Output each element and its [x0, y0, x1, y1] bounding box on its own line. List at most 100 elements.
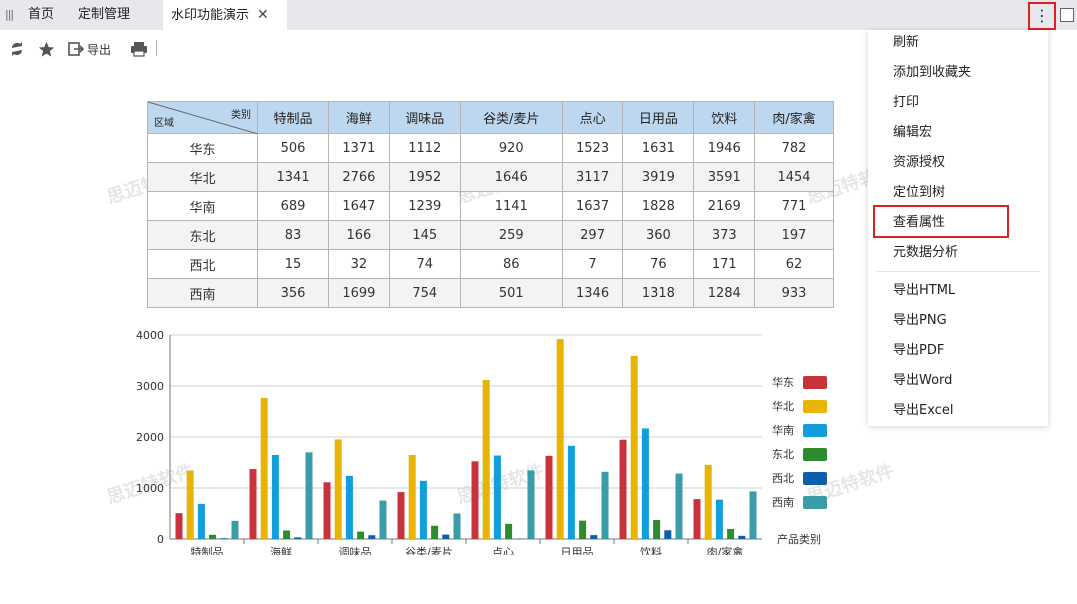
bar [283, 530, 291, 539]
bar [453, 513, 461, 539]
bar [641, 428, 649, 539]
maximize-icon[interactable] [1060, 8, 1074, 22]
column-header: 肉/家禽 [754, 101, 834, 134]
menu-item[interactable]: 定位到树 [893, 185, 946, 200]
menu-item[interactable]: 资源授权 [893, 155, 946, 170]
bar [419, 480, 427, 539]
legend-swatch [803, 472, 827, 485]
bar [579, 520, 587, 539]
legend-label: 东北 [772, 448, 794, 461]
table-cell: 1647 [328, 191, 390, 221]
menu-item[interactable]: 编辑宏 [893, 125, 933, 140]
tab-label: 水印功能演示 [171, 8, 250, 23]
bar [431, 525, 439, 539]
bar [471, 461, 479, 539]
refresh-button[interactable] [9, 39, 25, 59]
table-cell: 506 [256, 133, 330, 163]
column-header: 谷类/麦片 [459, 101, 563, 134]
corner-bottom-label: 区域 [154, 118, 174, 129]
table-row: 华南 689 1647 1239 1141 1637 1828 2169 771 [147, 191, 834, 221]
context-menu: 刷新添加到收藏夹 打印编辑宏资源授权定位到树查看属性元数据分析导出HTML 导出PN… [868, 30, 1048, 426]
menu-item-export[interactable]: 导出Word [893, 373, 953, 388]
table-cell: 782 [754, 133, 834, 163]
table-row: 西北 15 32 74 86 7 76 171 62 [147, 249, 834, 279]
corner-header: 类别 区域 [147, 101, 258, 134]
bar [323, 482, 331, 539]
bar [527, 470, 535, 539]
table-cell: 3919 [622, 162, 695, 192]
bar [727, 528, 735, 539]
table-cell: 166 [328, 220, 390, 250]
tab-custom-management[interactable]: 定制管理 [70, 0, 138, 30]
table-cell: 2766 [328, 162, 390, 192]
bar [601, 471, 609, 539]
bar [653, 519, 661, 539]
bar [704, 464, 712, 539]
menu-item[interactable]: 添加到收藏夹 [893, 65, 972, 80]
row-header: 华东 [147, 133, 258, 163]
table-cell: 15 [256, 249, 330, 279]
y-tick-label: 4000 [136, 329, 164, 342]
menu-item[interactable]: 元数据分析 [893, 245, 959, 260]
menu-item-export[interactable]: 导出PNG [893, 313, 947, 328]
bar [408, 455, 416, 539]
bar [334, 439, 342, 539]
bar [493, 455, 501, 539]
grip-icon[interactable]: ||| [5, 8, 14, 21]
menu-item[interactable]: 查看属性 [893, 215, 946, 230]
x-tick-label: 调味品 [339, 546, 372, 555]
menu-item-export[interactable]: 导出HTML [893, 283, 956, 298]
table-cell: 259 [459, 220, 563, 250]
table-cell: 1371 [328, 133, 390, 163]
menu-item-export[interactable]: 导出Excel [893, 403, 954, 418]
table-cell: 1946 [693, 133, 756, 163]
more-vertical-icon[interactable]: ⋮ [1028, 2, 1056, 30]
tab-home[interactable]: 首页 [20, 0, 62, 30]
table-row: 西南 356 1699 754 501 1346 1318 1284 933 [147, 278, 834, 308]
close-icon[interactable]: ✕ [257, 7, 269, 23]
menu-item-export[interactable]: 导出PDF [893, 343, 945, 358]
menu-item[interactable]: 打印 [893, 95, 920, 110]
menu-item[interactable]: 刷新 [893, 35, 920, 50]
toolbar: 导出 [0, 30, 860, 64]
bar [368, 535, 376, 539]
legend-swatch [803, 448, 827, 461]
bar [231, 520, 239, 539]
bar [249, 469, 257, 539]
table-cell: 360 [622, 220, 695, 250]
table-cell: 83 [256, 220, 330, 250]
x-tick-label: 点心 [492, 546, 514, 555]
diagonal-line [148, 102, 258, 134]
table-cell: 1141 [459, 191, 563, 221]
legend-swatch [803, 400, 827, 413]
table-cell: 1637 [561, 191, 624, 221]
table-cell: 3117 [561, 162, 624, 192]
row-header: 东北 [147, 220, 258, 250]
table-cell: 2169 [693, 191, 756, 221]
table-cell: 1284 [693, 278, 756, 308]
legend-label: 华北 [772, 399, 794, 413]
column-header: 饮料 [693, 101, 756, 134]
table-cell: 7 [561, 249, 624, 279]
table-body: 华东 506 1371 1112 920 1523 1631 1946 782 华北 1341 276… [147, 133, 834, 308]
tab-watermark-demo[interactable]: 水印功能演示 ✕ [163, 0, 287, 30]
bar [197, 503, 205, 539]
table-cell: 356 [256, 278, 330, 308]
legend-swatch [803, 376, 827, 389]
bar [175, 513, 183, 539]
print-button[interactable] [130, 39, 148, 59]
favorite-button[interactable] [38, 39, 55, 59]
legend-label: 华东 [772, 375, 794, 389]
x-tick-label: 特制品 [191, 545, 224, 555]
column-header: 调味品 [388, 101, 461, 134]
table-cell: 1318 [622, 278, 695, 308]
bar [567, 445, 575, 539]
table-cell: 1341 [256, 162, 330, 192]
table-cell: 933 [754, 278, 834, 308]
export-button[interactable]: 导出 [68, 39, 111, 59]
tab-label: 首页 [28, 7, 55, 22]
table-cell: 373 [693, 220, 756, 250]
table-cell: 1523 [561, 133, 624, 163]
bar [260, 397, 268, 539]
table-cell: 74 [388, 249, 461, 279]
